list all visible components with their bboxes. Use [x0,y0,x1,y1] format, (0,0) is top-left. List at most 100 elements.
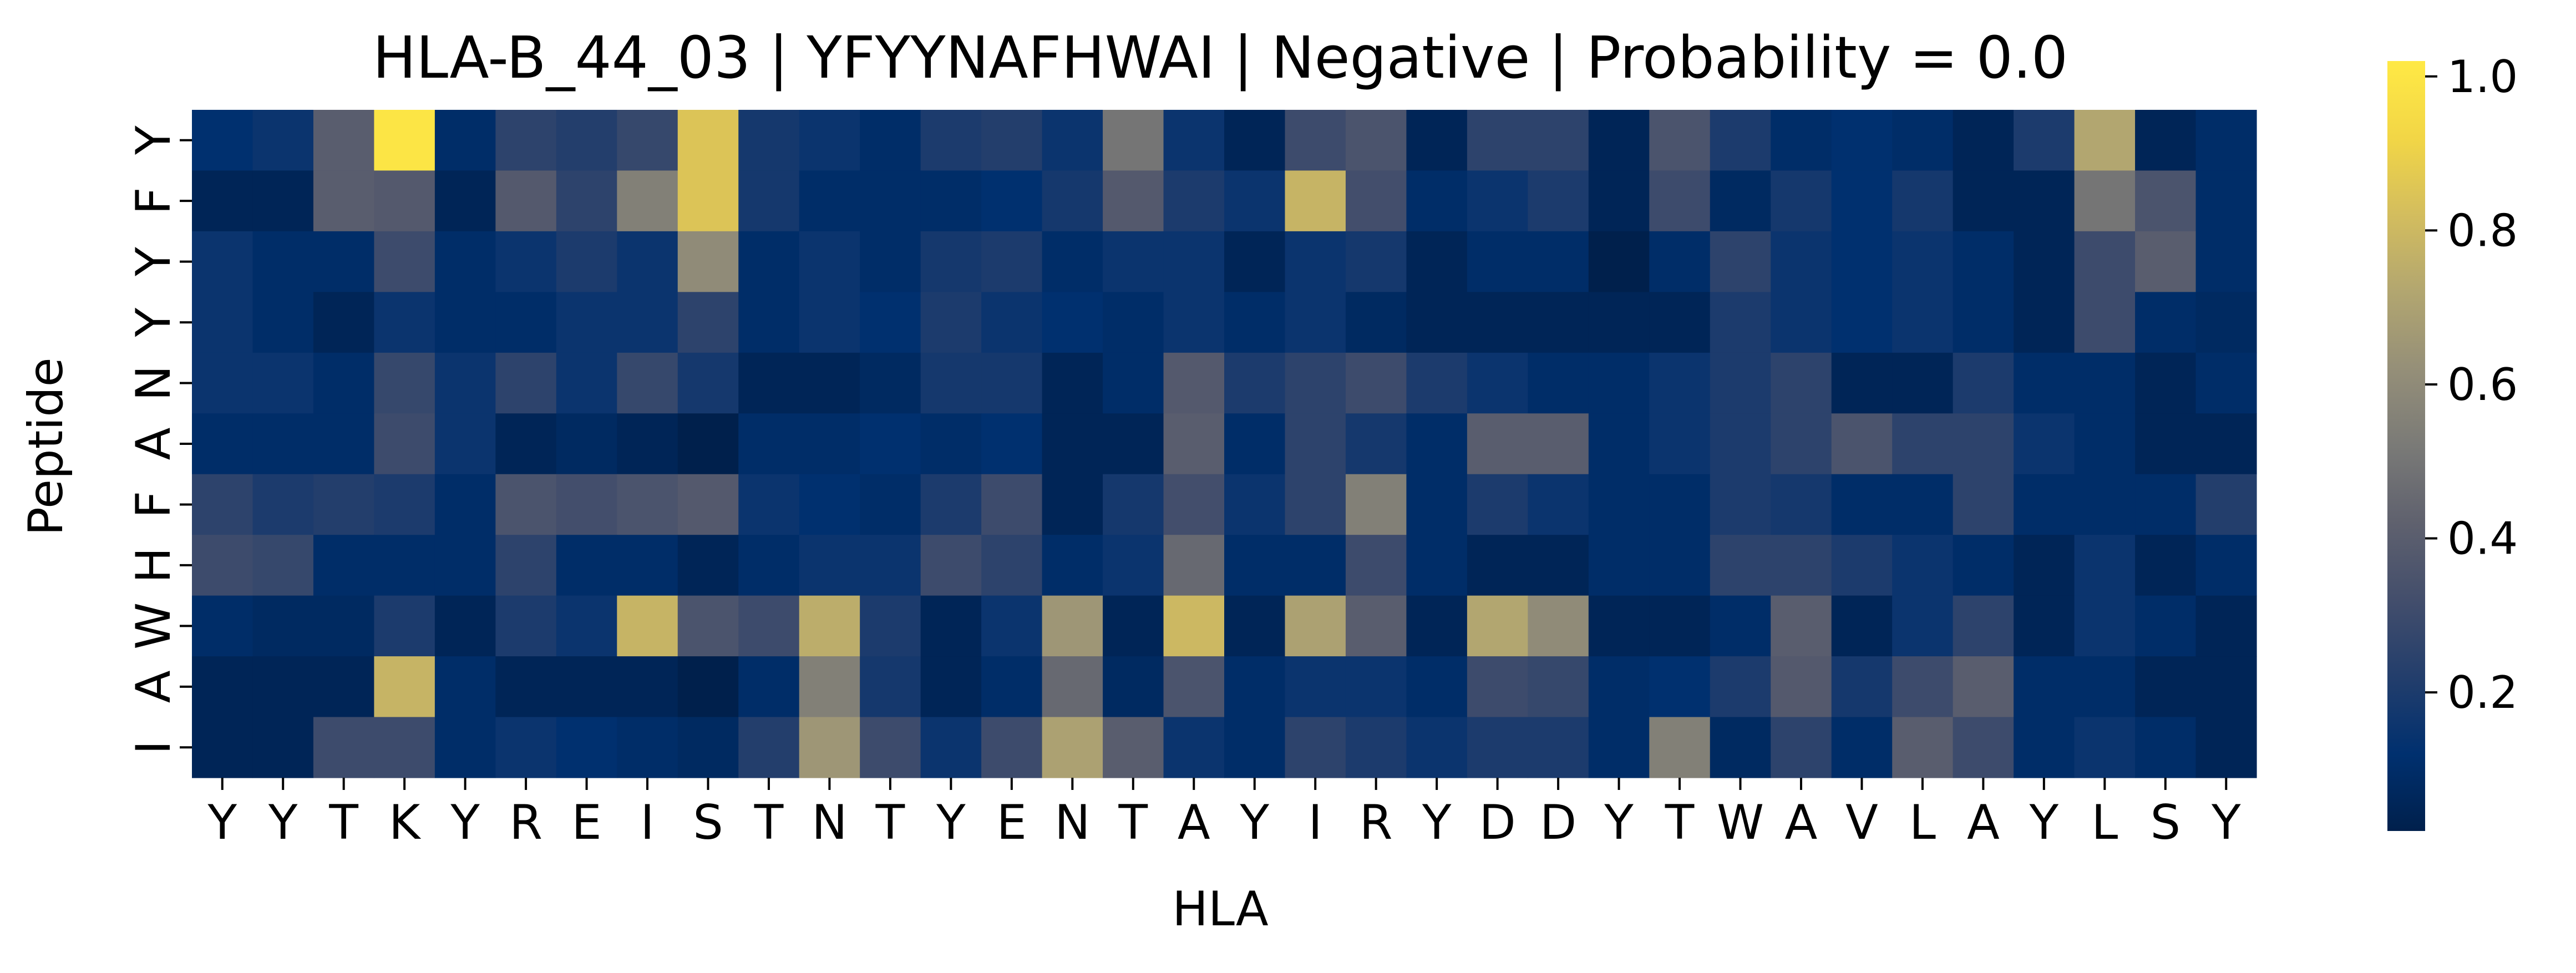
heatmap-cell [1831,717,1893,778]
heatmap-cell [860,292,921,353]
heatmap-cell [677,231,739,292]
heatmap-cell [799,595,860,657]
heatmap-cell [2014,231,2075,292]
heatmap-cell [2074,231,2136,292]
heatmap-cell [495,110,557,171]
heatmap-cell [556,656,617,718]
heatmap-cell [1467,535,1528,596]
heatmap-cell [1345,474,1407,535]
heatmap-cell [1042,535,1103,596]
x-tick-label: E [571,795,601,850]
heatmap-cell [799,170,860,232]
heatmap-cell [1285,656,1346,718]
heatmap-cell [1588,717,1650,778]
heatmap-cell [2135,292,2197,353]
y-axis-ticks: YFYYNAFHWAI [126,125,192,754]
heatmap-cell [920,595,982,657]
heatmap-cell [2135,474,2197,535]
colorbar: 0.2 0.4 0.6 0.8 1.0 [2387,51,2518,831]
heatmap-cell [1224,170,1286,232]
heatmap-cell [1406,352,1468,414]
x-tick-label: K [389,795,422,850]
heatmap-cell [1406,170,1468,232]
heatmap-cell [2135,413,2197,475]
heatmap-cell [920,110,982,171]
heatmap-cell [617,474,678,535]
heatmap-cell [1285,717,1346,778]
heatmap-cell [1892,595,1954,657]
heatmap-cell [2195,474,2257,535]
heatmap-cell [920,352,982,414]
heatmap-cell [1892,352,1954,414]
heatmap-cell [1467,170,1528,232]
heatmap-cell [860,110,921,171]
heatmap-cell [1528,292,1589,353]
heatmap-cell [920,474,982,535]
heatmap-cell [495,231,557,292]
heatmap-cell [252,170,314,232]
heatmap-cell [2014,595,2075,657]
heatmap-cell [617,352,678,414]
heatmap-cell [738,110,800,171]
heatmap-cell [495,352,557,414]
heatmap-cell [556,170,617,232]
x-tick-label: T [328,795,358,850]
heatmap-cell [677,292,739,353]
heatmap-cell [1649,717,1711,778]
heatmap-cell [1771,231,1832,292]
heatmap-cell [860,352,921,414]
heatmap-cell [1163,474,1225,535]
heatmap-cell [1649,170,1711,232]
x-tick-label: S [693,795,723,850]
heatmap-cell [1103,535,1164,596]
x-tick-label: V [1845,795,1878,850]
heatmap-cell [1649,413,1711,475]
heatmap-cell [1042,170,1103,232]
heatmap-cell [2014,717,2075,778]
x-tick-label: Y [450,795,480,850]
heatmap-cell [860,413,921,475]
heatmap-cell [313,352,375,414]
heatmap-cell [374,231,435,292]
heatmap-cell [192,474,253,535]
heatmap-cell [738,231,800,292]
heatmap-cell [1953,595,2014,657]
heatmap-cell [1467,717,1528,778]
heatmap-cell [2014,656,2075,718]
x-tick-label: Y [1239,795,1269,850]
heatmap-cell [1649,595,1711,657]
y-tick-label: F [126,491,181,518]
heatmap-cell [1649,656,1711,718]
x-tick-label: Y [1604,795,1634,850]
heatmap-cell [1528,595,1589,657]
heatmap-cell [556,595,617,657]
heatmap-cell [617,535,678,596]
heatmap-cell [677,352,739,414]
heatmap-cell [374,656,435,718]
heatmap-cell [677,595,739,657]
heatmap-cell [981,474,1043,535]
heatmap-cell [920,413,982,475]
heatmap-cell [2135,170,2197,232]
heatmap-cell [252,535,314,596]
heatmap-cell [1588,292,1650,353]
heatmap-cell [1406,717,1468,778]
heatmap-cell [981,110,1043,171]
heatmap-cell [1710,595,1771,657]
colorbar-gradient [2387,61,2425,831]
heatmap-cell [738,413,800,475]
heatmap-cell [1224,292,1286,353]
heatmap-cell [1771,535,1832,596]
heatmap-cell [1771,292,1832,353]
heatmap-cell [1224,535,1286,596]
heatmap-cell [556,717,617,778]
heatmap-cell [495,656,557,718]
heatmap-cell [313,474,375,535]
heatmap-cell [1710,352,1771,414]
x-tick-label: Y [936,795,966,850]
heatmap-cell [1406,110,1468,171]
heatmap-cell [556,110,617,171]
heatmap-cell [738,595,800,657]
heatmap-cell [374,717,435,778]
